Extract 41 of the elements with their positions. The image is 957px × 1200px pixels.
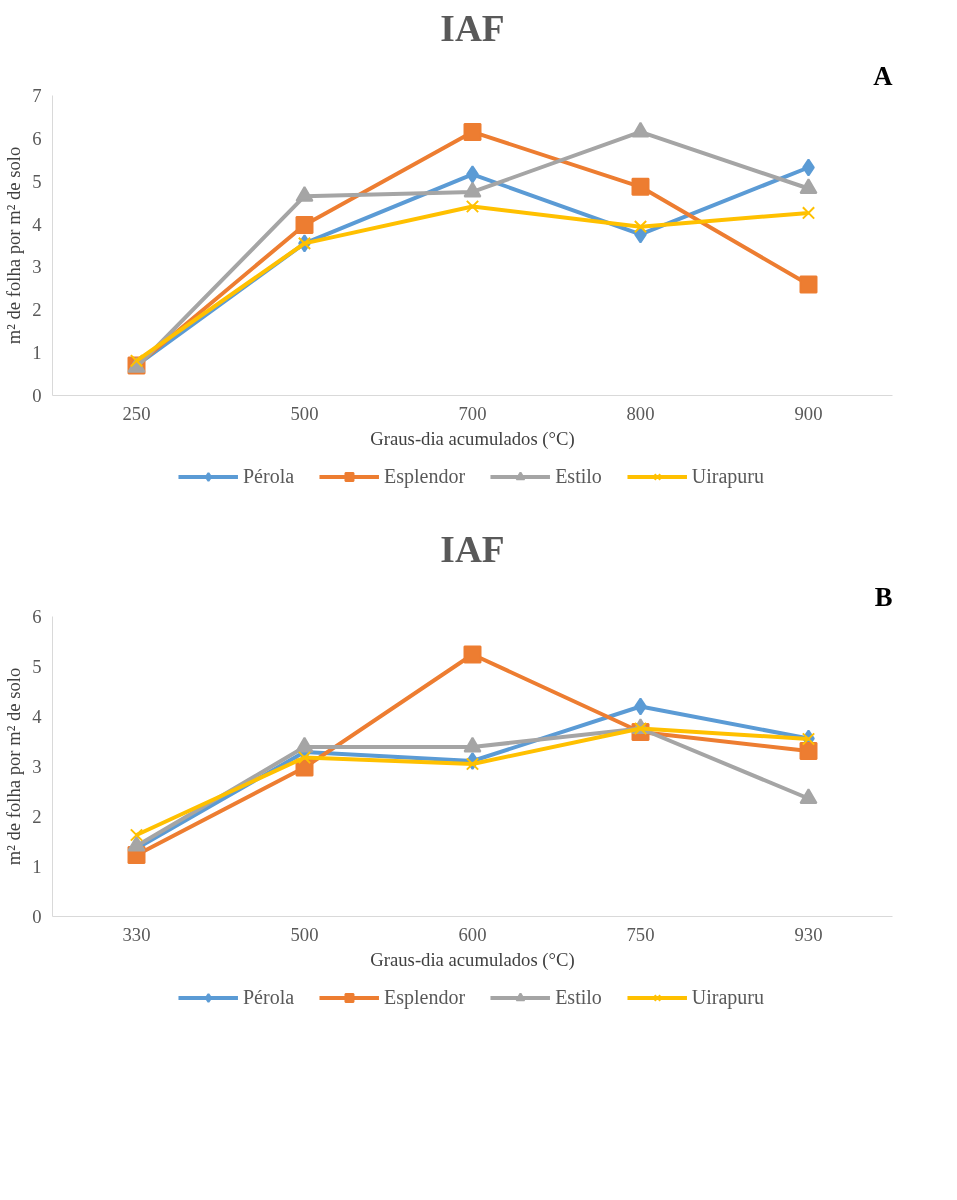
x-axis-title: Graus-dia acumulados (°C) xyxy=(370,427,575,450)
legend-label: Estilo xyxy=(555,985,602,1009)
chart-title: IAF xyxy=(440,528,505,570)
x-axis-title: Graus-dia acumulados (°C) xyxy=(370,948,575,971)
x-tick-label: 250 xyxy=(122,402,151,424)
y-axis-title: m² de folha por m² de solo xyxy=(3,667,25,866)
legend-label: Pérola xyxy=(242,985,295,1009)
x-tick-label: 600 xyxy=(458,923,487,945)
chart-title: IAF xyxy=(440,7,505,49)
y-axis-title: m² de folha por m² de solo xyxy=(3,146,25,345)
y-tick-label: 6 xyxy=(32,127,42,149)
legend-label: Uirapuru xyxy=(691,985,765,1009)
y-tick-label: 2 xyxy=(32,806,42,827)
x-tick-label: 700 xyxy=(458,402,487,424)
y-tick-label: 5 xyxy=(32,170,42,192)
x-tick-label: 900 xyxy=(794,402,823,424)
x-tick-label: 750 xyxy=(626,923,655,945)
y-tick-label: 3 xyxy=(32,256,42,278)
y-tick-label: 0 xyxy=(32,906,42,927)
y-tick-label: 1 xyxy=(32,342,42,364)
text: B xyxy=(874,581,893,612)
legend-label: Pérola xyxy=(242,464,295,488)
y-tick-label: 2 xyxy=(32,299,42,321)
x-tick-label: 500 xyxy=(290,402,319,424)
y-tick-label: 6 xyxy=(32,606,42,627)
y-tick-label: 1 xyxy=(32,856,42,877)
y-tick-label: 4 xyxy=(32,213,43,235)
x-tick-label: 330 xyxy=(122,923,151,945)
y-tick-label: 0 xyxy=(32,385,42,406)
x-tick-label: 500 xyxy=(290,923,319,945)
y-tick-label: 7 xyxy=(32,85,42,106)
legend-label: Esplendor xyxy=(384,985,466,1009)
y-tick-label: 4 xyxy=(32,706,43,727)
legend-label: Uirapuru xyxy=(691,464,765,488)
text: A xyxy=(873,60,894,91)
y-tick-label: 3 xyxy=(32,756,42,777)
x-tick-label: 800 xyxy=(626,402,655,424)
legend-label: Estilo xyxy=(555,464,602,488)
legend-label: Esplendor xyxy=(384,464,466,488)
y-tick-label: 5 xyxy=(32,656,42,677)
x-tick-label: 930 xyxy=(794,923,823,945)
